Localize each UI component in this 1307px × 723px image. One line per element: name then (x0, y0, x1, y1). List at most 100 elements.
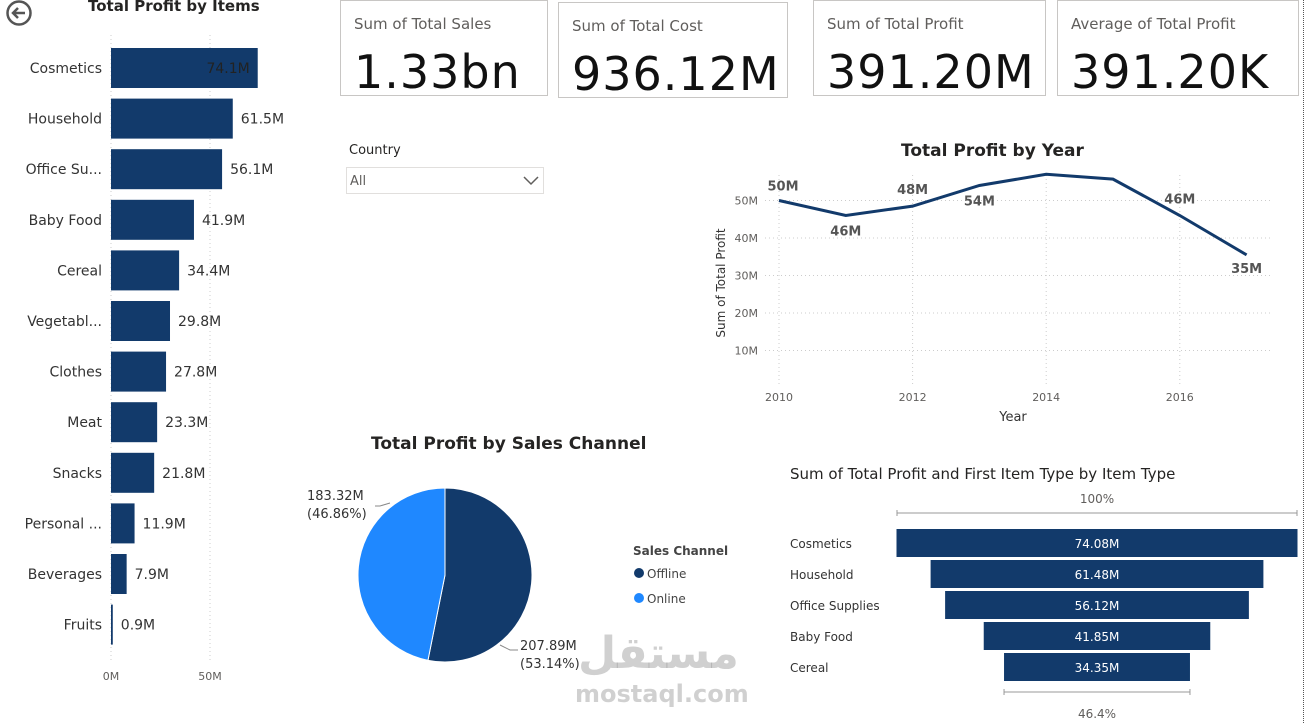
bar (111, 351, 167, 392)
country-dropdown-value: All (350, 174, 367, 189)
funnel-bar (945, 591, 1249, 619)
slice-pct-label: (46.86%) (307, 507, 367, 522)
y-axis-title: Sum of Total Profit (714, 228, 728, 338)
slice-value-label: 207.89M (520, 639, 577, 654)
data-label: 74.1M (206, 61, 249, 77)
back-arrow-circle-icon[interactable] (5, 0, 35, 28)
page-border (1303, 0, 1304, 723)
line-chart-title: Total Profit by Year (901, 141, 1084, 161)
bar (111, 452, 155, 493)
funnel-top-percent: 100% (1080, 492, 1114, 506)
kpi-average-profit: Average of Total Profit 391.20K (1057, 0, 1299, 99)
funnel-chart-title: Sum of Total Profit and First Item Type … (790, 465, 1176, 483)
funnel-bar (983, 622, 1211, 650)
category-label: Household (790, 568, 854, 582)
funnel-bar (1004, 653, 1190, 681)
data-label: 27.8M (174, 365, 217, 381)
kpi-value: 936.12M (572, 47, 780, 101)
y-tick-label: 10M (735, 345, 759, 358)
x-tick-label: 2012 (899, 391, 927, 404)
point-label: 54M (964, 195, 995, 210)
category-label: Baby Food (790, 630, 853, 644)
country-dropdown[interactable]: All (346, 167, 544, 194)
category-label: Cosmetics (30, 61, 102, 77)
profit-by-item-type-funnel: 100% Cosmetics 74.08M Household 61.48M Office… (790, 492, 1298, 721)
x-tick-label: 2010 (765, 391, 793, 404)
data-label: 34.4M (187, 263, 230, 279)
y-tick-label: 30M (735, 270, 759, 283)
kpi-label: Sum of Total Sales (354, 15, 492, 33)
series-line (778, 172, 1248, 257)
slice-pct-label: (53.14%) (520, 657, 580, 672)
data-label: 41.85M (1075, 630, 1120, 644)
kpi-value: 391.20K (1071, 45, 1270, 99)
legend-item: Offline (647, 567, 686, 581)
kpi-total-profit: Sum of Total Profit 391.20M (813, 0, 1046, 99)
legend-item: Online (647, 592, 686, 606)
pie-slice-online (357, 487, 446, 661)
country-slicer-label: Country (349, 143, 401, 158)
category-label: Beverages (28, 567, 102, 583)
category-label: Cereal (790, 661, 829, 675)
point-label: 46M (830, 225, 861, 240)
data-label: 41.9M (202, 213, 245, 229)
data-label: 21.8M (162, 466, 205, 482)
category-label: Personal ... (25, 516, 102, 532)
funnel-bar (930, 560, 1264, 588)
funnel-top-bracket (896, 510, 1298, 516)
kpi-total-cost: Sum of Total Cost 936.12M (558, 2, 788, 101)
bar (111, 301, 171, 341)
point-label: 35M (1231, 262, 1262, 277)
point-label: 57M (1031, 165, 1062, 168)
kpi-label: Sum of Total Profit (827, 15, 964, 33)
legend-title: Sales Channel (633, 544, 728, 558)
leader-line (499, 644, 518, 651)
x-axis-title: Year (998, 410, 1027, 425)
category-label: Fruits (64, 618, 102, 634)
data-label: 56.12M (1075, 599, 1120, 613)
data-label: 34.35M (1075, 661, 1120, 675)
y-tick-label: 50M (735, 195, 759, 208)
category-label: Snacks (53, 466, 102, 482)
profit-by-channel-chart: 207.89M (53.14%) 183.32M (46.86%) Sales Chan… (307, 487, 728, 672)
x-tick-label: 2014 (1032, 391, 1060, 404)
data-label: 74.08M (1075, 537, 1120, 551)
category-label: Household (28, 112, 102, 128)
data-label: 61.5M (241, 112, 284, 128)
point-label: 46M (1164, 193, 1195, 208)
bar (111, 402, 158, 443)
category-label: Cosmetics (790, 537, 852, 551)
point-label: 50M (767, 180, 798, 195)
watermark-logo: مستقل (578, 628, 739, 679)
x-tick-label: 0M (103, 670, 120, 683)
category-label: Meat (67, 415, 102, 431)
kpi-value: 1.33bn (354, 45, 521, 99)
pie-chart-title: Total Profit by Sales Channel (371, 434, 647, 454)
category-label: Clothes (50, 365, 103, 381)
profit-by-year-chart: 10M 20M 30M 40M 50M 2010 2012 2014 2016 Year Sum o… (714, 165, 1270, 425)
bar (111, 554, 127, 594)
data-label: 23.3M (165, 415, 208, 431)
bar (111, 199, 194, 240)
data-label: 11.9M (143, 516, 186, 532)
data-label: 61.48M (1075, 568, 1120, 582)
kpi-value: 391.20M (827, 45, 1035, 99)
bar (111, 48, 258, 88)
legend-marker (634, 593, 644, 603)
funnel-bottom-bracket (1003, 689, 1191, 695)
data-label: 29.8M (178, 314, 221, 330)
category-label: Vegetabl... (27, 314, 102, 330)
kpi-label: Average of Total Profit (1071, 15, 1236, 33)
category-label: Office Supplies (790, 599, 880, 613)
funnel-bottom-percent: 46.4% (1078, 707, 1116, 721)
kpi-label: Sum of Total Cost (572, 17, 703, 35)
x-tick-label: 50M (198, 670, 222, 683)
watermark-text: mostaql.com (575, 680, 749, 708)
bar-chart-title: Total Profit by Items (88, 0, 260, 15)
bar (111, 250, 180, 291)
y-tick-label: 40M (735, 232, 759, 245)
category-label: Baby Food (29, 213, 102, 229)
bar (111, 98, 233, 139)
slice-value-label: 183.32M (307, 489, 364, 504)
category-label: Cereal (57, 263, 102, 279)
